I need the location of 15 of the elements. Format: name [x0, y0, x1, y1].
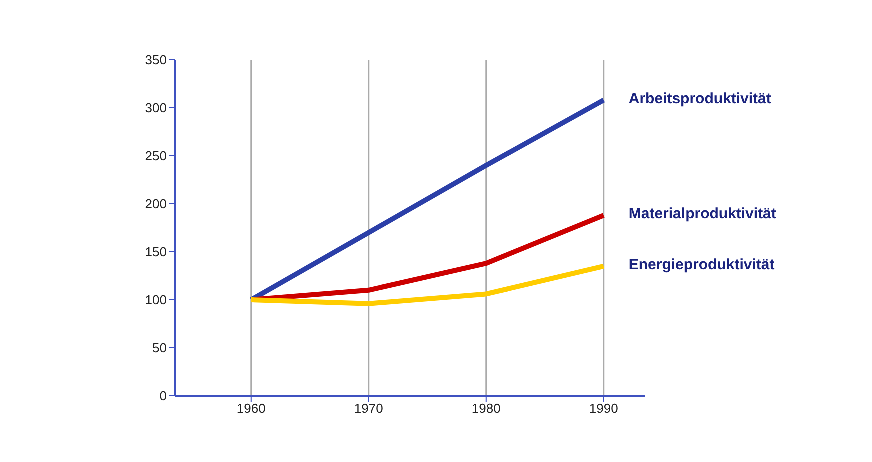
x-tick-label: 1990 — [589, 401, 618, 416]
y-tick-label: 200 — [145, 196, 167, 212]
y-tick-label: 50 — [152, 340, 167, 356]
y-tick-label: 100 — [145, 292, 167, 308]
y-tick-label: 0 — [160, 388, 167, 404]
series-label: Energieproduktivität — [628, 256, 775, 274]
x-tick-label: 1960 — [236, 401, 266, 416]
series-label: Materialproduktivität — [628, 206, 776, 223]
x-tick-label: 1970 — [354, 401, 384, 416]
y-tick-label: 350 — [145, 52, 167, 68]
series-label: Arbeitsproduktivität — [628, 90, 772, 108]
y-tick-label: 150 — [145, 244, 167, 260]
x-tick-label: 1980 — [472, 401, 501, 416]
y-tick-label: 250 — [145, 148, 167, 164]
y-tick-label: 300 — [145, 100, 167, 116]
